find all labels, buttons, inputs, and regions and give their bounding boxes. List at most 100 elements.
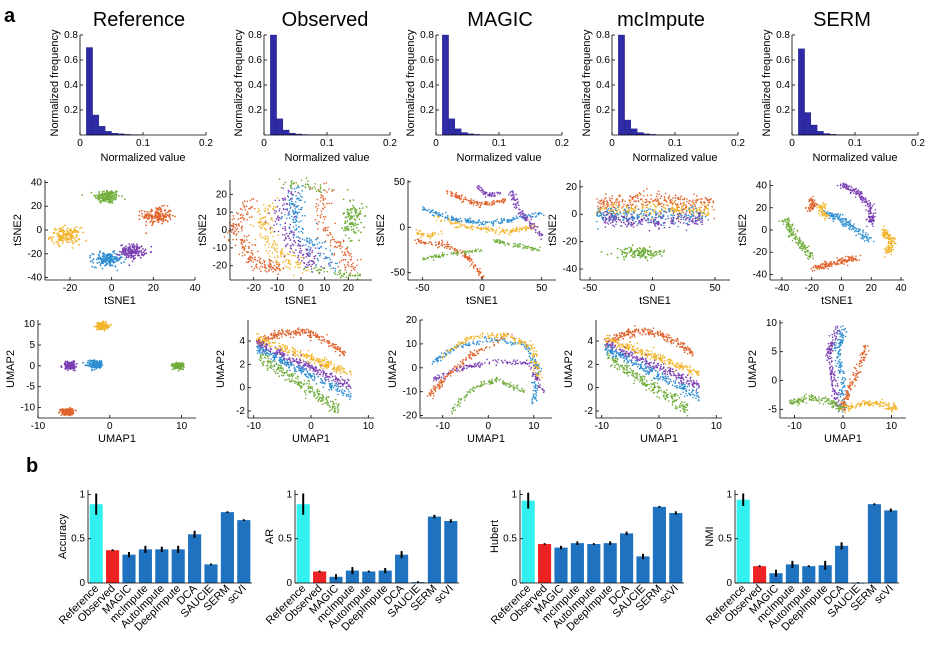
scatter-point bbox=[676, 208, 679, 210]
scatter-point bbox=[101, 192, 104, 195]
scatter-point bbox=[707, 208, 710, 211]
scatter-point bbox=[617, 214, 619, 216]
scatter-point bbox=[435, 219, 438, 222]
scatter-point bbox=[629, 250, 632, 253]
scatter-point bbox=[284, 234, 286, 236]
tsne-y-tick-label: 20 bbox=[756, 203, 768, 214]
scatter-point bbox=[859, 190, 861, 193]
scatter-point bbox=[457, 221, 460, 224]
scatter-point bbox=[867, 241, 870, 243]
scatter-point bbox=[630, 224, 633, 227]
scatter-point bbox=[146, 213, 149, 216]
scatter-point bbox=[130, 249, 132, 252]
scatter-point bbox=[649, 205, 652, 207]
scatter-point bbox=[646, 259, 649, 262]
scatter-point bbox=[852, 192, 855, 195]
scatter-point bbox=[339, 247, 342, 250]
scatter-point bbox=[488, 221, 491, 224]
scatter-point bbox=[608, 216, 611, 219]
scatter-point bbox=[639, 222, 642, 225]
scatter-point bbox=[793, 227, 795, 230]
scatter-point bbox=[466, 218, 469, 220]
histogram-y-tick-label: 0.6 bbox=[596, 55, 610, 66]
histogram-y-tick-label: 0.6 bbox=[64, 55, 78, 66]
scatter-point bbox=[260, 226, 263, 229]
scatter-point bbox=[494, 241, 496, 243]
scatter-point bbox=[55, 228, 58, 231]
scatter-point bbox=[129, 247, 132, 250]
scatter-point bbox=[234, 227, 237, 229]
scatter-point bbox=[602, 211, 605, 214]
scatter-point bbox=[886, 250, 889, 252]
scatter-point bbox=[712, 200, 714, 202]
scatter-point bbox=[510, 231, 513, 234]
scatter-point bbox=[511, 220, 513, 223]
scatter-point bbox=[518, 243, 520, 245]
scatter-point bbox=[867, 215, 870, 218]
scatter-point bbox=[648, 214, 650, 217]
scatter-point bbox=[73, 227, 76, 230]
scatter-point bbox=[835, 213, 838, 216]
scatter-point bbox=[322, 215, 325, 218]
scatter-point bbox=[436, 215, 439, 217]
histogram-y-label: Normalized frequency bbox=[761, 29, 773, 136]
scatter-point bbox=[857, 230, 860, 232]
scatter-point bbox=[317, 252, 319, 255]
scatter-point bbox=[841, 217, 844, 220]
tsne-y-tick-label: -50 bbox=[391, 268, 406, 279]
scatter-point bbox=[253, 267, 256, 269]
scatter-point bbox=[272, 235, 274, 238]
scatter-point bbox=[290, 215, 293, 218]
scatter-point bbox=[352, 265, 354, 268]
scatter-point bbox=[676, 209, 679, 212]
scatter-point bbox=[299, 266, 301, 269]
scatter-point bbox=[293, 187, 296, 190]
scatter-point bbox=[846, 259, 848, 261]
scatter-point bbox=[674, 209, 677, 211]
scatter-point bbox=[839, 213, 842, 216]
scatter-point bbox=[885, 246, 888, 249]
scatter-point bbox=[114, 198, 117, 201]
scatter-point bbox=[688, 200, 691, 202]
scatter-point bbox=[150, 220, 153, 222]
scatter-point bbox=[110, 193, 113, 196]
scatter-point bbox=[685, 214, 688, 217]
scatter-point bbox=[468, 252, 470, 254]
scatter-point bbox=[56, 234, 59, 237]
scatter-point bbox=[268, 242, 271, 245]
scatter-point bbox=[533, 223, 536, 225]
scatter-point bbox=[285, 245, 287, 248]
scatter-point bbox=[296, 198, 298, 200]
scatter-point bbox=[598, 202, 601, 205]
scatter-point bbox=[864, 198, 867, 201]
scatter-point bbox=[349, 272, 352, 275]
scatter-point bbox=[499, 192, 501, 195]
scatter-point bbox=[668, 207, 670, 210]
scatter-point bbox=[99, 250, 101, 253]
scatter-point bbox=[66, 231, 69, 233]
scatter-point bbox=[662, 215, 665, 218]
scatter-point bbox=[615, 220, 618, 223]
scatter-point bbox=[636, 224, 638, 227]
scatter-point bbox=[354, 274, 357, 277]
scatter-point bbox=[597, 207, 600, 210]
scatter-point bbox=[122, 261, 125, 263]
scatter-point bbox=[71, 237, 74, 239]
scatter-point bbox=[235, 225, 238, 227]
scatter-point bbox=[538, 246, 541, 249]
scatter-point bbox=[258, 222, 261, 224]
scatter-point bbox=[433, 216, 435, 218]
tsne-x-tick-label: -20 bbox=[804, 283, 819, 294]
scatter-point bbox=[816, 268, 819, 270]
scatter-point bbox=[165, 212, 167, 215]
scatter-point bbox=[838, 219, 841, 222]
scatter-point bbox=[258, 259, 261, 261]
scatter-point bbox=[289, 207, 292, 210]
scatter-point bbox=[700, 206, 702, 208]
scatter-point bbox=[259, 218, 262, 220]
scatter-point bbox=[656, 197, 659, 200]
histogram-x-tick-label: 0 bbox=[609, 138, 615, 149]
scatter-point bbox=[642, 206, 645, 209]
column-title-observed: Observed bbox=[282, 9, 369, 31]
scatter-point bbox=[282, 267, 285, 270]
